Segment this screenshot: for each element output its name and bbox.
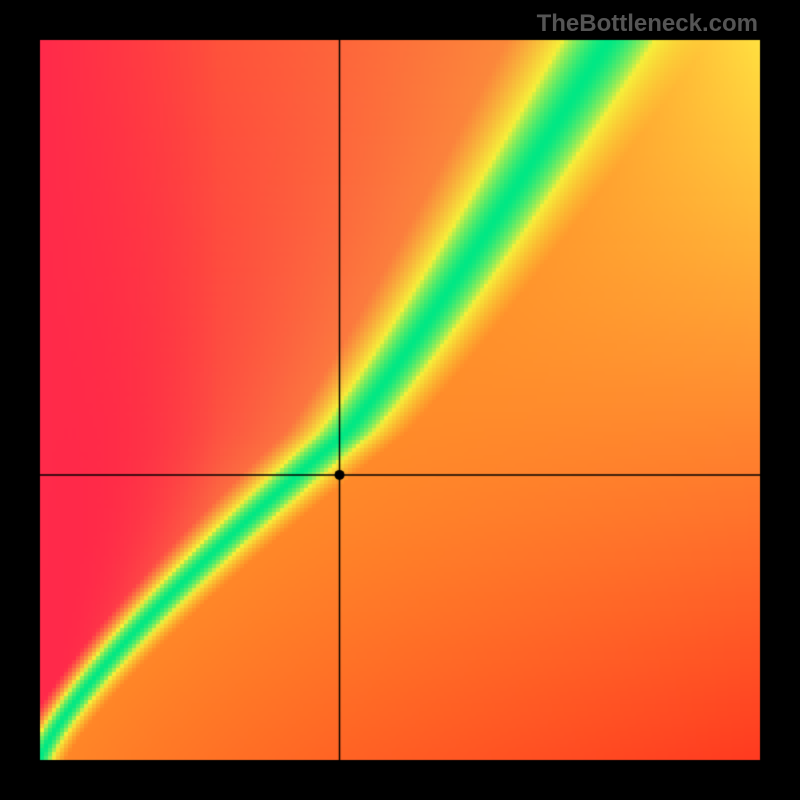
bottleneck-heatmap (0, 0, 800, 800)
watermark-text: TheBottleneck.com (537, 10, 758, 38)
